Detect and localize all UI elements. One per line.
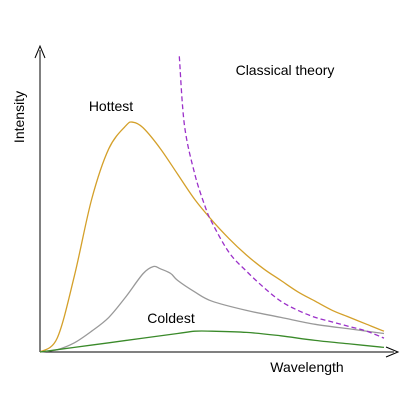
series-line-middle <box>40 265 385 353</box>
series-line-hottest <box>40 121 385 353</box>
hottest-label: Hottest <box>89 98 133 114</box>
classical-theory-label: Classical theory <box>236 62 335 78</box>
series-line-classical <box>178 56 385 339</box>
y-axis-arrow-icon <box>34 44 46 59</box>
y-axis-label: Intensity <box>11 91 27 143</box>
x-axis-arrow-icon <box>385 346 400 358</box>
coldest-label: Coldest <box>147 310 195 326</box>
x-axis-label: Wavelength <box>270 359 343 375</box>
series-layer <box>40 56 385 353</box>
series-line-coldest <box>40 330 385 353</box>
